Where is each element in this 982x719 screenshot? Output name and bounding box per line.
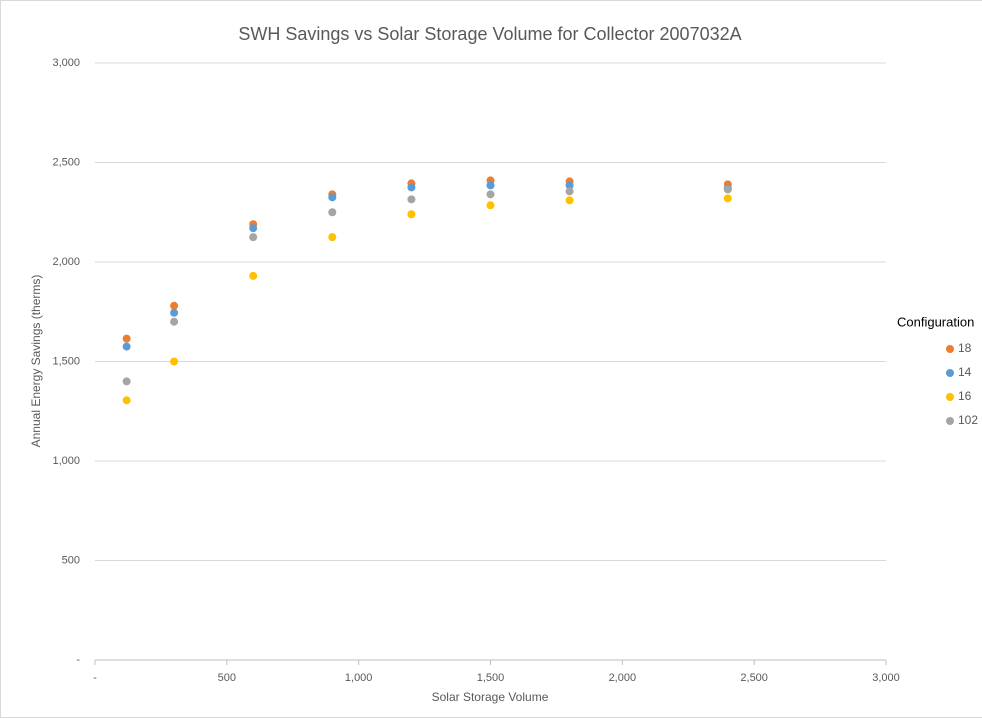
- x-tick-label: 500: [218, 672, 236, 684]
- data-point: [565, 187, 574, 196]
- data-point: [486, 181, 495, 190]
- data-point: [249, 271, 258, 280]
- chart-title: SWH Savings vs Solar Storage Volume for …: [238, 24, 741, 44]
- legend-marker: [946, 369, 954, 377]
- data-point: [170, 317, 179, 326]
- data-point: [328, 208, 337, 217]
- y-tick-label: 1,000: [52, 455, 80, 467]
- data-point: [407, 210, 416, 219]
- y-tick-label: 500: [62, 554, 80, 566]
- data-point: [328, 233, 337, 242]
- data-point: [170, 301, 179, 310]
- legend-label: 102: [958, 413, 978, 427]
- legend-label: 16: [958, 389, 972, 403]
- data-point: [170, 357, 179, 366]
- x-tick-label: 3,000: [872, 672, 900, 684]
- data-point: [565, 181, 574, 190]
- data-point: [122, 396, 131, 405]
- data-point: [170, 308, 179, 317]
- data-point: [249, 233, 258, 242]
- y-tick-label: 1,500: [52, 355, 80, 367]
- y-tick-label: -: [76, 654, 80, 666]
- x-tick-label: 2,000: [609, 672, 637, 684]
- data-point: [122, 342, 131, 351]
- legend-label: 18: [958, 341, 972, 355]
- x-axis-title: Solar Storage Volume: [432, 690, 549, 704]
- legend-marker: [946, 393, 954, 401]
- data-point: [407, 195, 416, 204]
- y-tick-label: 2,000: [52, 256, 80, 268]
- data-point: [122, 377, 131, 386]
- x-tick-label: 1,500: [477, 672, 505, 684]
- legend-marker: [946, 417, 954, 425]
- data-point: [328, 193, 337, 202]
- data-point: [486, 201, 495, 210]
- data-point: [723, 194, 732, 203]
- x-tick-label: -: [93, 672, 97, 684]
- x-tick-label: 2,500: [740, 672, 768, 684]
- data-point: [122, 334, 131, 343]
- data-point: [723, 185, 732, 194]
- data-point: [249, 224, 258, 233]
- data-point: [565, 196, 574, 205]
- data-point: [407, 183, 416, 192]
- x-tick-label: 1,000: [345, 672, 373, 684]
- y-tick-label: 2,500: [52, 156, 80, 168]
- data-point: [486, 190, 495, 199]
- legend-marker: [946, 345, 954, 353]
- y-tick-label: 3,000: [52, 57, 80, 69]
- y-axis-title: Annual Energy Savings (therms): [29, 275, 43, 448]
- legend-label: 14: [958, 365, 972, 379]
- legend-title: Configuration: [897, 314, 974, 329]
